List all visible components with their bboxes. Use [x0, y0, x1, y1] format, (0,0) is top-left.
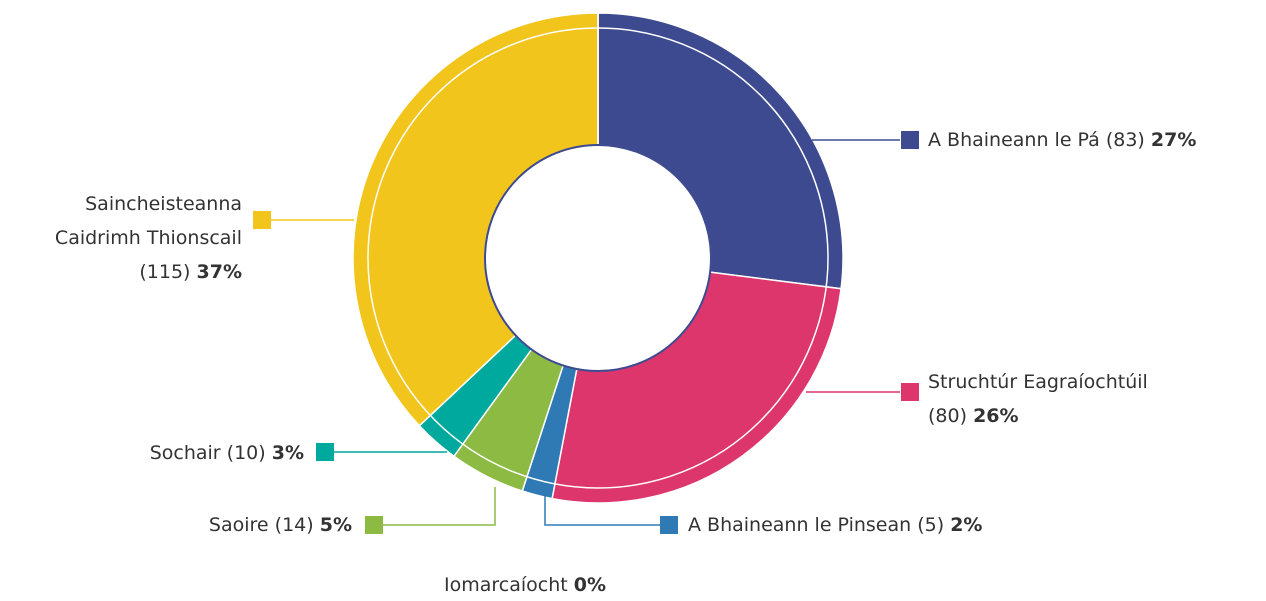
legend-marker [365, 516, 383, 534]
percent-label: 0% [574, 574, 606, 596]
legend-marker [901, 383, 919, 401]
count-label: (14) [275, 514, 314, 536]
category-label: A Bhaineann le Pinsean [688, 514, 911, 536]
count-label: (5) [917, 514, 944, 536]
leader-line [544, 494, 660, 526]
percent-label: 27% [1151, 129, 1196, 151]
category-label: Caidrimh Thionscail [55, 227, 242, 249]
leader-line [383, 487, 496, 526]
legend-marker [901, 131, 919, 149]
legend-marker [660, 516, 678, 534]
category-label: Struchtúr Eagraíochtúil [928, 371, 1148, 393]
data-label: Struchtúr Eagraíochtúil (80) 26% [928, 371, 1148, 427]
legend-marker [316, 443, 334, 461]
data-label: A Bhaineann le Pá (83) 27% [928, 129, 1196, 151]
category-label: Saincheisteanna [85, 193, 242, 215]
category-label: Saoire [209, 514, 269, 536]
count-label: (83) [1106, 129, 1145, 151]
count-label: (115) [139, 261, 190, 283]
percent-label: 3% [272, 442, 304, 464]
category-label: Iomarcaíocht [444, 574, 568, 596]
data-label: A Bhaineann le Pinsean (5) 2% [688, 514, 982, 536]
percent-label: 26% [973, 405, 1018, 427]
center-hole [484, 144, 712, 372]
percent-label: 5% [320, 514, 352, 536]
data-label: Sochair (10) 3% [150, 442, 304, 464]
legend-marker [253, 211, 271, 229]
data-label: Saoire (14) 5% [209, 514, 352, 536]
inner-ring [367, 27, 829, 489]
percent-label: 2% [950, 514, 982, 536]
count-label: (10) [227, 442, 266, 464]
data-label: Saincheisteanna Caidrimh Thionscail (115) … [55, 193, 242, 283]
percent-label: 37% [197, 261, 242, 283]
count-label: (80) [928, 405, 967, 427]
data-label: Iomarcaíocht 0% [444, 574, 606, 596]
category-label: A Bhaineann le Pá [928, 129, 1100, 151]
category-label: Sochair [150, 442, 221, 464]
